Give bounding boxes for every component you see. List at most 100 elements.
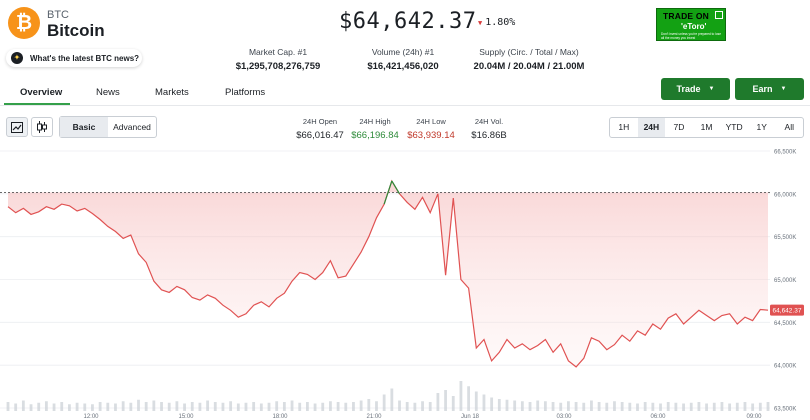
volume-bar — [244, 402, 248, 411]
volume-bar — [590, 400, 593, 411]
volume-bar — [167, 402, 171, 411]
volume-bar — [29, 404, 33, 411]
volume-bar — [229, 401, 233, 411]
tabs-divider — [0, 105, 810, 106]
tab-markets[interactable]: Markets — [155, 87, 189, 98]
earn-button[interactable]: Earn ▼ — [735, 78, 804, 100]
volume-bar — [190, 402, 194, 411]
stat-value: $1,295,708,276,759 — [235, 61, 321, 72]
stat-label: Supply (Circ. / Total / Max) — [479, 47, 579, 57]
down-arrow-icon: ▼ — [478, 19, 483, 27]
ohlc-value: $66,016.47 — [296, 130, 344, 141]
stat-value: $16,421,456,020 — [367, 61, 439, 72]
volume-bar — [459, 381, 463, 411]
volume-bar — [198, 402, 202, 411]
volume-bar — [68, 404, 71, 411]
volume-bar — [336, 402, 340, 411]
line-chart-toggle[interactable] — [6, 117, 28, 137]
volume-bar — [83, 403, 87, 411]
volume-bar — [106, 402, 110, 411]
etoro-ad-banner[interactable]: TRADE ON 'eToro' Don't invest unless you… — [656, 8, 726, 41]
coin-name: Bitcoin — [47, 21, 105, 40]
volume-bar — [382, 394, 386, 411]
range-all[interactable]: All — [784, 122, 794, 132]
volume-bar — [398, 400, 401, 411]
ohlc-volume: 24H Vol. $16.86B — [464, 117, 514, 141]
volume-bar — [551, 402, 555, 411]
candlestick-chart-toggle[interactable] — [31, 117, 53, 137]
price-line-up-segment — [391, 180, 401, 195]
volume-bar — [114, 403, 117, 411]
volume-bar — [528, 402, 532, 411]
y-axis-tick-label: 64,500K — [774, 321, 796, 327]
stat-label: Market Cap. #1 — [248, 47, 308, 57]
ad-brand: 'eToro' — [681, 22, 707, 31]
volume-bar — [121, 401, 125, 411]
volume-bar — [735, 402, 739, 411]
ohlc-label: 24H High — [359, 117, 391, 126]
price-area — [8, 181, 768, 367]
volume-bar — [666, 402, 670, 411]
stat-label: Volume (24h) #1 — [371, 47, 435, 57]
chevron-down-icon: ▼ — [708, 86, 715, 92]
volume-bar — [375, 401, 378, 411]
volume-bar — [405, 402, 409, 411]
earn-button-label: Earn — [752, 84, 773, 94]
volume-bar — [183, 403, 186, 411]
volume-bar — [659, 403, 662, 411]
y-axis-tick-label: 63,500K — [774, 407, 796, 413]
volume-bar — [697, 402, 701, 411]
latest-news-label: What's the latest BTC news? — [30, 53, 140, 63]
volume-bar — [313, 403, 317, 411]
volume-bar — [14, 403, 18, 411]
volume-bar — [91, 404, 94, 411]
volume-bar — [428, 402, 432, 411]
tab-news[interactable]: News — [96, 87, 120, 98]
range-24h[interactable]: 24H — [637, 118, 666, 137]
current-price-tag-label: 64,642.37 — [773, 307, 802, 314]
volume-bar — [766, 402, 770, 411]
ad-info-icon — [715, 11, 723, 19]
x-axis-tick-label: 09:00 — [746, 414, 762, 420]
y-axis-tick-label: 65,000K — [774, 278, 796, 284]
ohlc-high: 24H High $66,196.84 — [345, 117, 405, 141]
volume-bar — [252, 402, 256, 411]
ohlc-label: 24H Vol. — [474, 117, 504, 126]
range-1h[interactable]: 1H — [618, 122, 630, 132]
volume-bar — [482, 394, 486, 411]
volume-bar — [275, 401, 279, 411]
volume-bar — [221, 402, 225, 411]
price-line-up-segment — [383, 180, 393, 205]
volume-bar — [536, 400, 540, 411]
volume-bar — [175, 401, 179, 411]
range-ytd[interactable]: YTD — [725, 122, 743, 132]
volume-bar — [567, 401, 570, 411]
ad-disclaimer: Don't invest unless you're prepared to l… — [661, 32, 722, 40]
tab-platforms[interactable]: Platforms — [225, 87, 266, 98]
mode-advanced[interactable]: Advanced — [113, 122, 151, 132]
volume-bar — [267, 402, 271, 411]
mode-basic[interactable]: Basic — [60, 117, 108, 137]
y-axis-tick-label: 65,500K — [774, 235, 796, 241]
volume-bar — [75, 402, 79, 411]
ohlc-value: $63,939.14 — [407, 130, 455, 141]
volume-bar — [298, 402, 302, 411]
volume-bar — [421, 401, 424, 411]
volume-bar — [129, 402, 133, 411]
x-axis-tick-label: 12:00 — [83, 414, 99, 420]
volume-bar — [513, 400, 517, 411]
tab-overview[interactable]: Overview — [20, 87, 63, 98]
volume-bar — [359, 400, 363, 411]
price-chart[interactable]: 66,500K 66,000K 65,500K 65,000K 64,500K 64,00… — [0, 143, 810, 420]
volume-bar — [60, 402, 64, 411]
current-price-tag: 64,642.37 — [770, 304, 804, 316]
range-7d[interactable]: 7D — [673, 122, 685, 132]
trade-button[interactable]: Trade ▼ — [661, 78, 730, 100]
volume-bar — [144, 402, 148, 411]
volume-bar — [444, 390, 447, 411]
price-change-value: 1.80% — [485, 17, 516, 28]
range-1y[interactable]: 1Y — [756, 122, 767, 132]
price-change: ▼ 1.80% — [478, 17, 515, 28]
range-1m[interactable]: 1M — [700, 122, 713, 132]
latest-news-button[interactable]: ✦ What's the latest BTC news? — [6, 49, 142, 67]
